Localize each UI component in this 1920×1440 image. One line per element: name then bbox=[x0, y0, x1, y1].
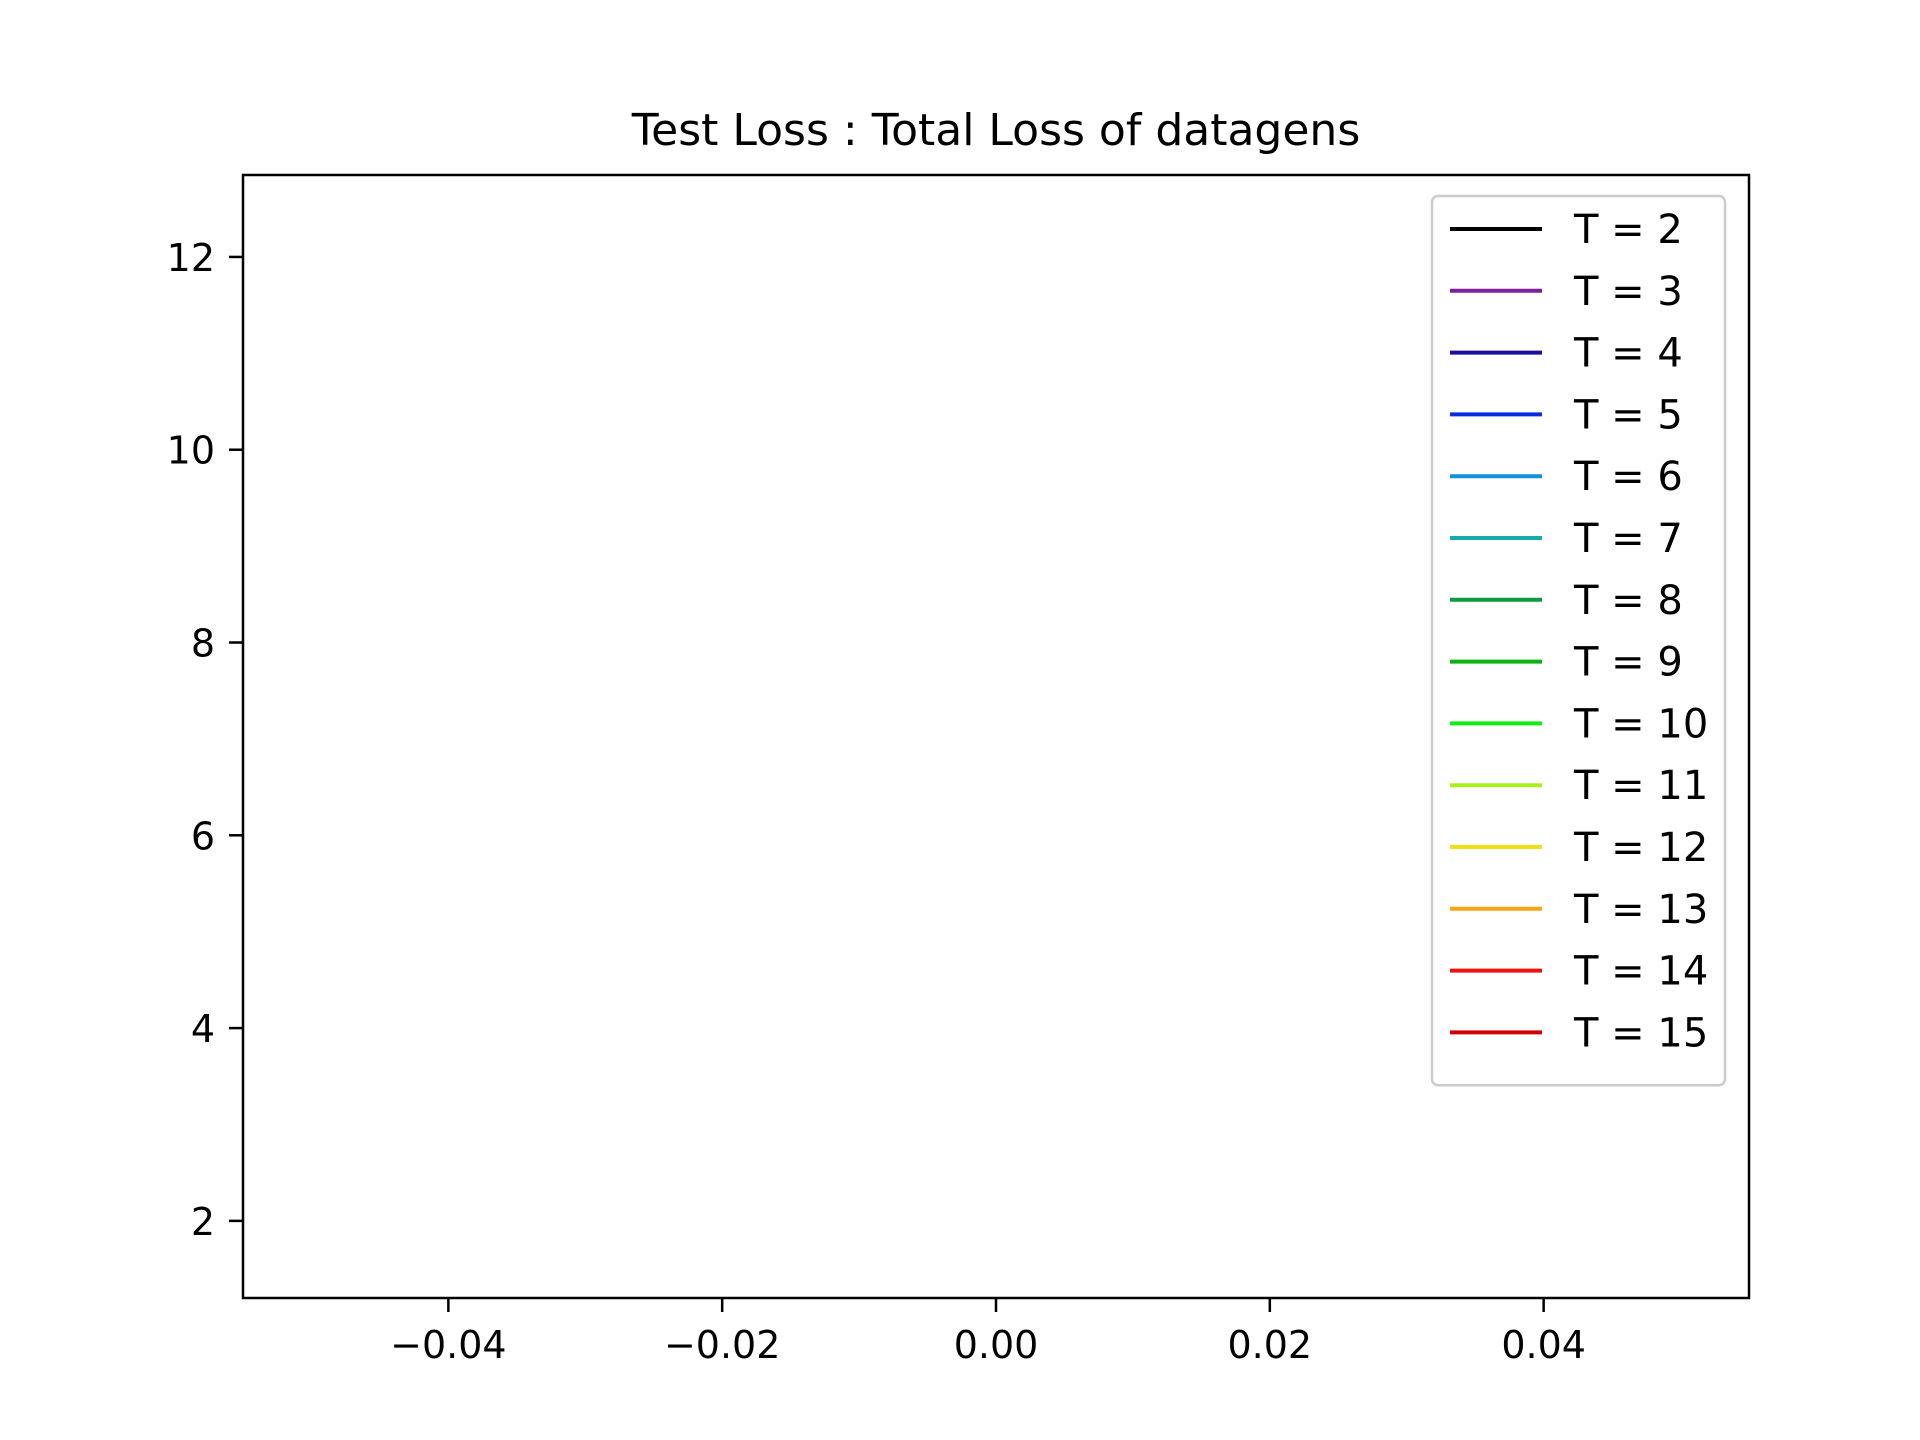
legend-label: T = 2 bbox=[1573, 207, 1683, 253]
legend-label: T = 13 bbox=[1573, 887, 1708, 933]
x-tick-label: 0.04 bbox=[1501, 1323, 1586, 1367]
y-tick-label: 12 bbox=[167, 236, 215, 280]
chart-title: Test Loss : Total Loss of datagens bbox=[631, 105, 1361, 156]
legend-label: T = 4 bbox=[1573, 331, 1683, 377]
x-tick-label: 0.02 bbox=[1228, 1323, 1313, 1367]
legend-label: T = 7 bbox=[1573, 516, 1683, 562]
legend-label: T = 8 bbox=[1573, 578, 1683, 624]
legend-label: T = 14 bbox=[1573, 949, 1708, 995]
legend-label: T = 3 bbox=[1573, 269, 1683, 315]
y-axis: 2 4 6 8 10 12 bbox=[167, 236, 243, 1244]
y-tick-label: 8 bbox=[191, 622, 215, 666]
legend-label: T = 9 bbox=[1573, 640, 1683, 686]
legend-label: T = 6 bbox=[1573, 454, 1683, 500]
y-tick-label: 10 bbox=[167, 429, 215, 473]
x-axis: −0.04 −0.02 0.00 0.02 0.04 bbox=[390, 1298, 1586, 1367]
x-tick-label: −0.02 bbox=[664, 1323, 780, 1367]
x-tick-label: −0.04 bbox=[390, 1323, 506, 1367]
legend-label: T = 11 bbox=[1573, 763, 1708, 809]
legend: T = 2 T = 3 T = 4 T = 5 T = 6 T = 7 T = 8 T = 9… bbox=[1430, 194, 1727, 1087]
legend-label: T = 15 bbox=[1573, 1010, 1708, 1056]
y-tick-label: 2 bbox=[191, 1200, 215, 1244]
legend-label: T = 10 bbox=[1573, 701, 1708, 747]
legend-label: T = 5 bbox=[1573, 392, 1683, 438]
legend-box bbox=[1430, 194, 1727, 1087]
y-tick-label: 4 bbox=[191, 1007, 215, 1051]
legend-label: T = 12 bbox=[1573, 825, 1708, 871]
y-tick-label: 6 bbox=[191, 814, 215, 858]
x-tick-label: 0.00 bbox=[954, 1323, 1039, 1367]
